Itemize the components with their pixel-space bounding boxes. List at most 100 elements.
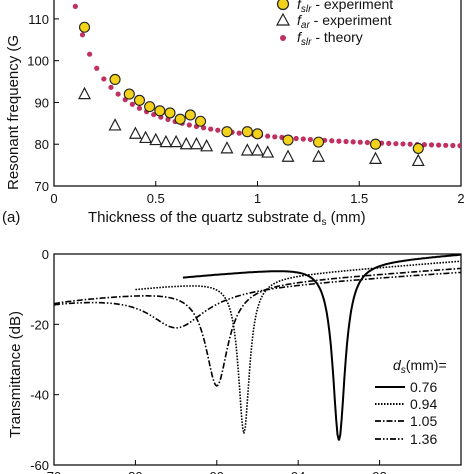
theory-point — [307, 136, 314, 143]
fslr-experiment-point — [221, 126, 233, 138]
top-x-tick-label: 0 — [50, 191, 57, 206]
far-experiment-point — [240, 143, 254, 156]
legend-label-far-exp: far - experiment — [297, 12, 392, 31]
far-experiment-point — [369, 151, 383, 164]
top-x-tick-label: 0.5 — [147, 191, 165, 206]
bottom-x-tick-label: 90 — [210, 469, 224, 474]
legend-label-fslr-exp: fslr - experiment — [297, 0, 393, 15]
far-experiment-point — [159, 134, 173, 148]
fslr-experiment-point — [251, 128, 264, 140]
top-y-tick-label: 80 — [35, 137, 49, 152]
fslr-experiment-point — [369, 138, 382, 150]
top-x-tick-label: 1 — [254, 191, 261, 206]
top-panel: 0 0.5 1 1.5 2 70 80 90 100 110 Resonant frequency… — [2, 0, 465, 228]
theory-point — [350, 139, 356, 145]
far-experiment-point — [179, 136, 193, 150]
far-experiment-point — [149, 132, 163, 146]
bottom-y-tick-label: -20 — [30, 317, 49, 332]
fslr-experiment-point — [154, 105, 166, 117]
theory-point — [329, 138, 335, 144]
far-experiment-point — [108, 118, 122, 131]
theory-point — [200, 125, 207, 131]
bottom-x-tick-label: 80 — [128, 469, 142, 474]
theory-point — [393, 141, 399, 147]
top-y-tick-label: 90 — [35, 95, 49, 110]
top-y-tick-label: 110 — [28, 12, 49, 27]
far-experiment-point — [169, 134, 183, 148]
legend-label-105: 1.05 — [410, 413, 437, 429]
bottom-x-tick-label: 94 — [291, 469, 305, 474]
fslr-experiment-point — [241, 126, 253, 138]
far-experiment-point — [251, 143, 264, 156]
theory-point — [186, 122, 192, 128]
theory-point — [400, 141, 406, 147]
fslr-experiment-point — [412, 142, 424, 154]
fslr-experiment-point — [123, 88, 135, 100]
theory-point — [457, 143, 461, 149]
fslr-experiment-point — [312, 136, 325, 148]
fslr-experiment-point — [133, 94, 146, 106]
bottom-y-tick-label: -40 — [30, 388, 49, 403]
far-experiment-point — [281, 149, 295, 162]
theory-point — [436, 142, 442, 148]
legend-marker-far-exp — [275, 12, 291, 26]
legend-marker-fslr-exp — [276, 0, 290, 11]
theory-point — [115, 91, 121, 97]
fslr-experiment-point — [174, 113, 186, 125]
theory-point — [364, 139, 370, 146]
theory-point — [443, 142, 449, 148]
far-experiment-point — [189, 136, 203, 150]
top-y-tick-label: 70 — [35, 179, 49, 194]
far-experiment-point — [261, 145, 275, 158]
theory-point — [101, 76, 107, 82]
theory-point — [300, 136, 306, 142]
legend-title-ds: ds(mm)= — [393, 357, 447, 376]
theory-point — [357, 139, 363, 145]
bottom-x-tick-label: 70 — [47, 469, 61, 474]
theory-point — [79, 32, 86, 38]
bottom-panel: 0-20-40-607080909498 Transmittance (dB) … — [7, 247, 462, 474]
theory-point — [236, 130, 242, 136]
theory-point — [136, 105, 143, 111]
theory-point — [208, 126, 214, 132]
theory-point — [72, 3, 78, 9]
fslr-experiment-point — [144, 101, 156, 113]
fslr-experiment-point — [78, 21, 91, 33]
theory-point — [428, 142, 435, 148]
legend-label-094: 0.94 — [410, 396, 437, 412]
bottom-x-tick-label: 98 — [372, 469, 386, 474]
far-experiment-point — [411, 153, 425, 167]
bottom-y-tick-label: -60 — [30, 458, 49, 473]
top-legend: fslr - experiment far - experiment fslr … — [275, 0, 393, 48]
legend-marker-fslr-theory — [280, 35, 286, 41]
far-experiment-point — [312, 149, 326, 162]
legend-label-136: 1.36 — [410, 431, 437, 447]
top-x-tick-label: 2 — [457, 191, 464, 206]
fslr-experiment-point — [109, 73, 121, 86]
theory-point — [386, 140, 392, 147]
theory-point — [94, 65, 100, 71]
theory-point — [108, 84, 114, 90]
theory-point — [129, 101, 135, 107]
far-experiment-point — [139, 130, 153, 144]
legend-label-076: 0.76 — [410, 379, 437, 395]
fslr-experiment-point — [164, 107, 176, 119]
theory-point — [293, 135, 299, 142]
transmittance-curve-076 — [182, 254, 461, 441]
transmittance-curve-136 — [54, 271, 461, 329]
top-plot-frame — [53, 0, 462, 187]
theory-point — [336, 138, 342, 144]
theory-point — [450, 142, 456, 149]
far-experiment-point — [220, 141, 234, 154]
fslr-experiment-point — [282, 134, 294, 146]
theory-point — [343, 138, 349, 145]
top-x-tick-label: 1.5 — [350, 191, 368, 206]
far-experiment-point — [128, 126, 142, 139]
bottom-y-axis-label: Transmittance (dB) — [7, 311, 24, 438]
far-experiment-point — [200, 139, 214, 152]
transmittance-curve-105 — [54, 267, 461, 387]
top-x-axis-label: Thickness of the quartz substrate ds (mm… — [88, 209, 366, 228]
panel-label-a: (a) — [2, 209, 20, 226]
far-experiment-point — [78, 86, 92, 100]
